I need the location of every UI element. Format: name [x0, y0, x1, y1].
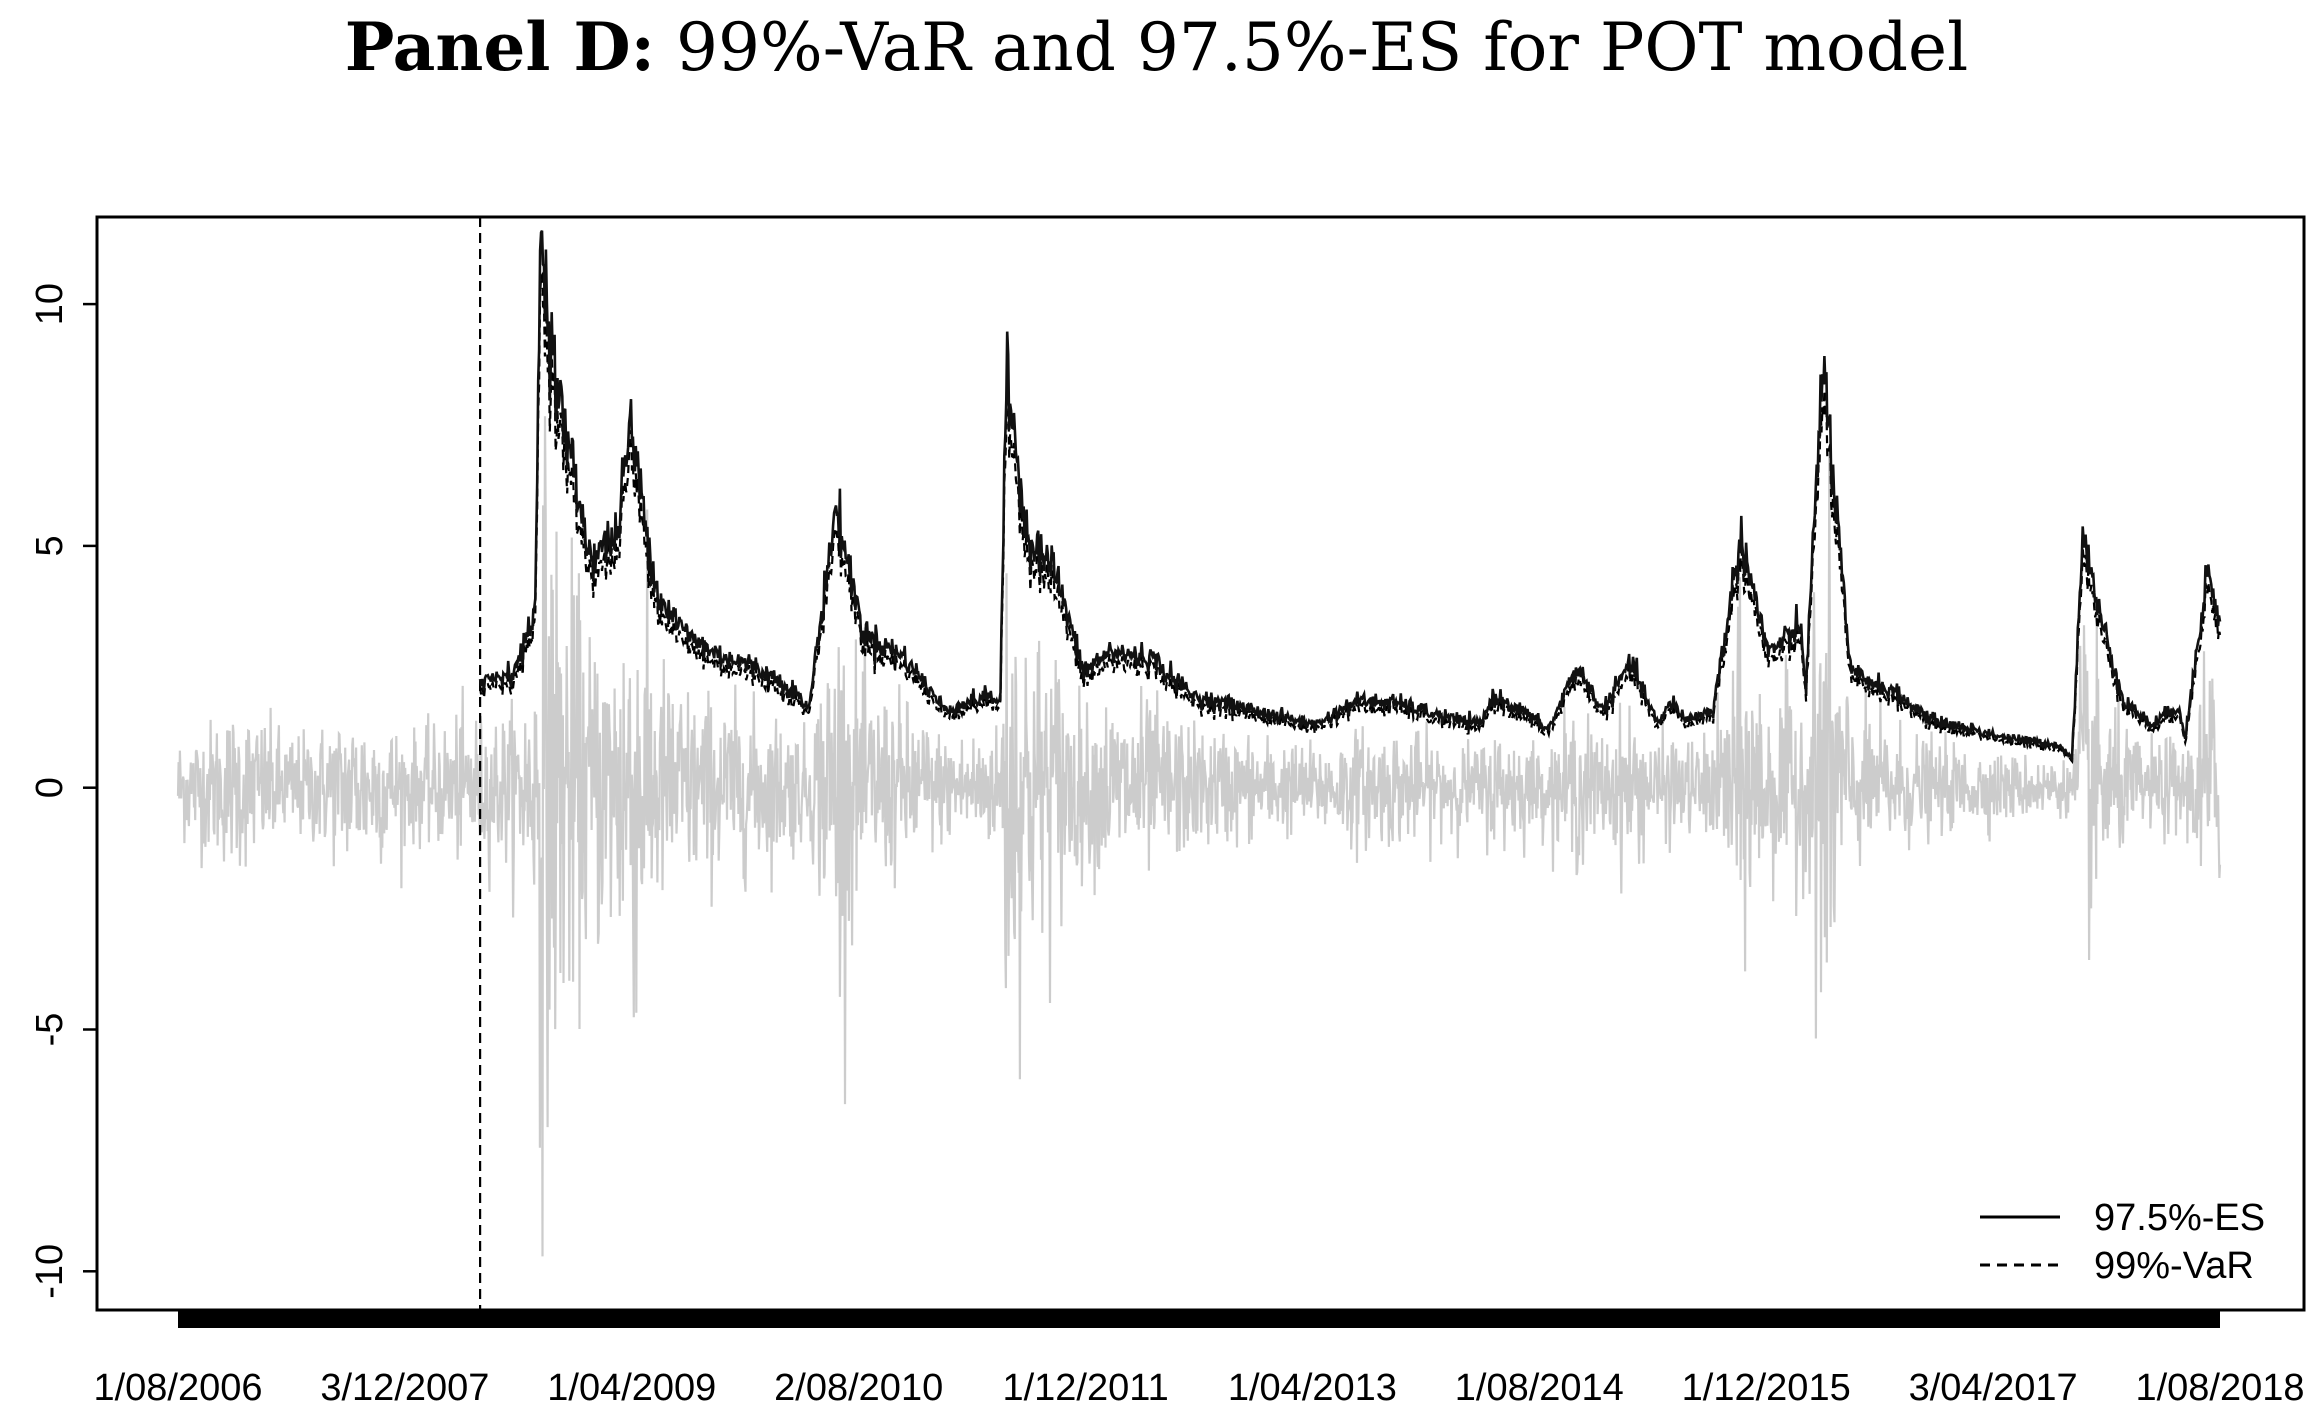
returns-series [176, 416, 2222, 1257]
var-line [479, 271, 2222, 765]
x-axis-labels: 1/08/2006 3/12/2007 1/04/2009 2/08/2010 1/12… [93, 1367, 2304, 1409]
returns-line [176, 416, 2222, 1257]
legend-item-var: 99%-VaR [1980, 1245, 2254, 1287]
y-tick-label: 0 [29, 777, 71, 798]
x-tick-label: 1/04/2009 [547, 1367, 716, 1409]
x-tick-label: 1/04/2013 [1228, 1367, 1397, 1409]
plot-frame [95, 215, 2306, 1312]
x-tick-label: 1/08/2018 [2135, 1367, 2304, 1409]
x-tick-label: 3/12/2007 [320, 1367, 489, 1409]
chart-title: Panel D: 99%-VaR and 97.5%-ES for POT mo… [0, 8, 2313, 86]
legend: 97.5%-ES 99%-VaR [1980, 1197, 2265, 1287]
legend-label: 97.5%-ES [2094, 1197, 2265, 1239]
y-axis: -10 -5 0 5 10 [29, 283, 97, 1299]
legend-item-es: 97.5%-ES [1980, 1197, 2265, 1239]
y-tick-label: -5 [29, 1013, 71, 1047]
y-tick-label: 5 [29, 535, 71, 556]
x-axis-tick-band [178, 1310, 2220, 1328]
legend-label: 99%-VaR [2094, 1245, 2254, 1287]
x-tick-label: 1/08/2006 [93, 1367, 262, 1409]
x-tick-label: 3/04/2017 [1909, 1367, 2078, 1409]
chart-title-rest: 99%-VaR and 97.5%-ES for POT model [655, 9, 1969, 86]
x-tick-label: 1/12/2015 [1682, 1367, 1851, 1409]
y-tick-label: 10 [29, 283, 71, 325]
y-tick-label: -10 [29, 1244, 71, 1299]
x-tick-label: 1/08/2014 [1455, 1367, 1624, 1409]
es-line [478, 230, 2222, 763]
x-tick-label: 1/12/2011 [1002, 1367, 1168, 1409]
x-axis-ticks [178, 1310, 2220, 1328]
es-series-layer [478, 230, 2222, 763]
x-tick-label: 2/08/2010 [774, 1367, 943, 1409]
chart-title-bold: Panel D: [344, 8, 656, 86]
